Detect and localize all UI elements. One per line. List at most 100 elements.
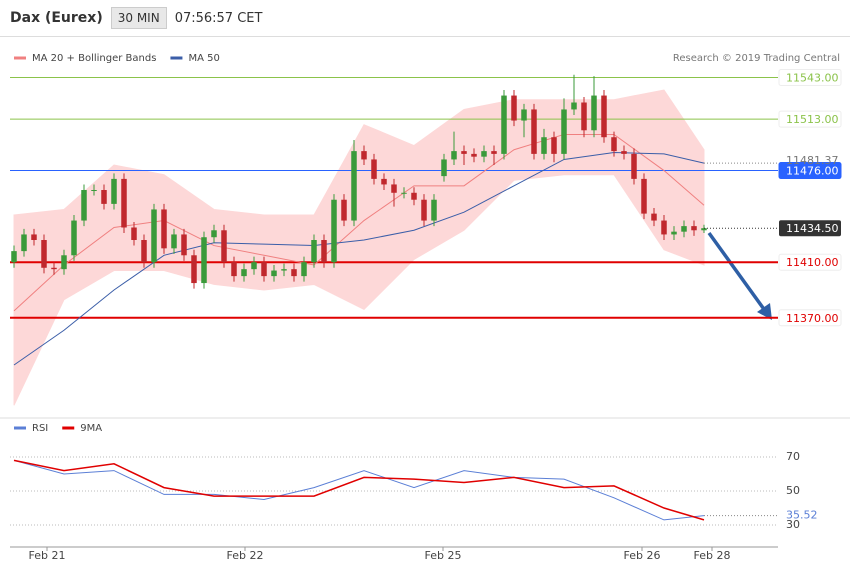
x-tick-label: Feb 25: [425, 549, 462, 562]
arrow-head: [757, 303, 772, 320]
y-tick-label: 30: [786, 518, 800, 531]
timeframe[interactable]: 30 MIN: [110, 7, 167, 29]
candle-body: [461, 151, 467, 154]
candle-body: [191, 255, 197, 284]
candle-body: [41, 240, 47, 268]
header: Dax (Eurex) 30 MIN 07:56:57 CET: [0, 0, 850, 37]
y-tick-label: 70: [786, 450, 800, 463]
candle-body: [211, 230, 217, 238]
candle-body: [651, 213, 657, 221]
candle-body: [281, 269, 287, 271]
level-label: 11543.00: [786, 72, 839, 85]
candle-body: [601, 95, 607, 138]
candle-body: [551, 137, 557, 154]
candle-body: [101, 190, 107, 204]
x-tick-label: Feb 28: [694, 549, 731, 562]
candle-body: [121, 178, 127, 228]
candle-body: [151, 209, 157, 263]
x-tick-label: Feb 26: [624, 549, 661, 562]
candle-body: [681, 226, 687, 232]
candle-body: [541, 137, 547, 154]
candle-body: [251, 262, 257, 270]
candle-body: [381, 178, 387, 185]
candle-body: [61, 255, 67, 270]
candle-body: [141, 240, 147, 263]
candle-body: [641, 178, 647, 214]
last-price-box: [779, 220, 841, 237]
level-label-box: [778, 110, 842, 128]
candle-body: [361, 151, 367, 160]
legend-label: 9MA: [80, 423, 102, 434]
candle-body: [591, 95, 597, 131]
legend-label: RSI: [32, 423, 48, 434]
ma-line: [13, 133, 705, 312]
bollinger-band: [13, 89, 705, 406]
candle-body: [331, 199, 337, 263]
last-price-label: 11434.50: [786, 222, 839, 235]
candle-body: [321, 240, 327, 263]
y-tick-label: 50: [786, 484, 800, 497]
level-label: 11513.00: [786, 113, 839, 126]
level-label: 11476.00: [786, 165, 839, 178]
candle-body: [131, 227, 137, 240]
x-tick-label: Feb 21: [29, 549, 66, 562]
candle-body: [561, 109, 567, 154]
candle-body: [621, 151, 627, 154]
candle-body: [491, 151, 497, 154]
candle-body: [311, 240, 317, 263]
candle-body: [531, 109, 537, 154]
candle-body: [571, 102, 577, 110]
candle-body: [481, 151, 487, 157]
level-label-box: [778, 253, 842, 271]
level-label: 11370.00: [786, 312, 839, 325]
candle-body: [671, 231, 677, 235]
indicator-line: [13, 459, 705, 521]
candle-body: [201, 237, 207, 284]
candle-body: [21, 234, 27, 252]
candle-body: [501, 95, 507, 154]
candle-body: [51, 267, 57, 270]
ma-last-label: 11481.37: [786, 154, 839, 167]
candle-body: [31, 234, 37, 240]
candle-body: [421, 199, 427, 221]
candle-body: [11, 251, 17, 263]
level-label-box: [778, 162, 842, 180]
legend-label: MA 20 + Bollinger Bands: [32, 53, 156, 64]
indicator-line: [13, 459, 705, 521]
candle-body: [241, 269, 247, 277]
candle-body: [521, 109, 527, 121]
candle-body: [511, 95, 517, 121]
candle-body: [341, 199, 347, 221]
candle-body: [661, 220, 667, 235]
candle-body: [471, 153, 477, 157]
candle-body: [111, 178, 117, 204]
candle-body: [691, 226, 697, 231]
candle-body: [71, 220, 77, 256]
candle-body: [231, 262, 237, 277]
candle-body: [291, 269, 297, 277]
forecast-arrow: [707, 231, 768, 314]
candle-body: [441, 159, 447, 177]
candle-body: [391, 184, 397, 193]
candle-body: [161, 209, 167, 249]
candle-body: [221, 230, 227, 263]
candle-body: [181, 234, 187, 256]
candle-body: [271, 270, 277, 277]
level-label-box: [778, 69, 842, 86]
legend-label: MA 50: [188, 53, 219, 64]
candle-body: [171, 234, 177, 249]
candle-body: [431, 199, 437, 221]
candle-body: [581, 102, 587, 131]
candle-body: [301, 262, 307, 277]
instrument: Dax (Eurex): [10, 10, 103, 26]
candle-body: [701, 228, 707, 231]
candle-body: [451, 151, 457, 160]
clock: 07:56:57 CET: [174, 10, 263, 26]
candle-body: [351, 151, 357, 221]
level-label-box: [778, 309, 842, 327]
candle-body: [611, 137, 617, 152]
candle-body: [261, 262, 267, 277]
rsi-last-label: 35.52: [786, 509, 818, 522]
